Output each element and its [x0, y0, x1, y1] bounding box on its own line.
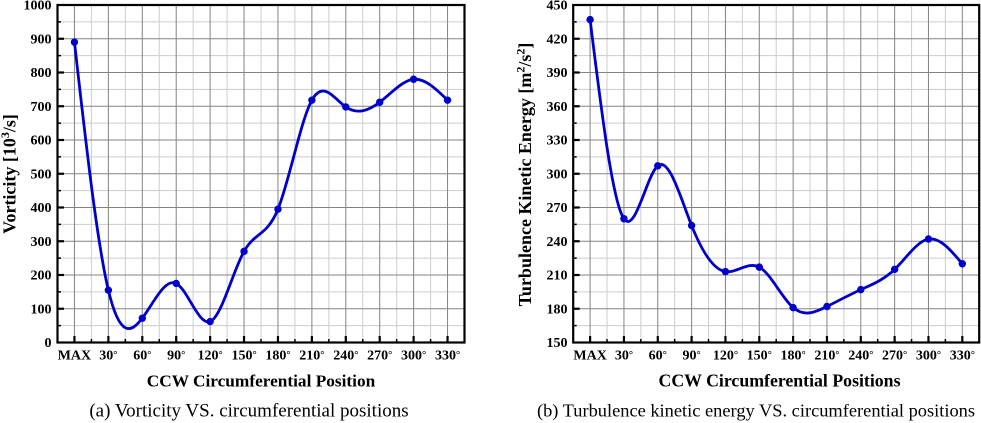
svg-text:240°: 240°	[848, 349, 873, 364]
svg-text:180°: 180°	[781, 349, 806, 364]
svg-text:390: 390	[547, 66, 568, 81]
svg-text:210: 210	[547, 269, 568, 284]
svg-text:330: 330	[547, 134, 568, 149]
svg-text:120°: 120°	[713, 349, 738, 364]
svg-text:MAX: MAX	[58, 349, 91, 364]
svg-text:270: 270	[547, 201, 568, 216]
svg-text:800: 800	[31, 66, 52, 81]
svg-text:330°: 330°	[950, 349, 975, 364]
svg-text:150°: 150°	[231, 349, 256, 364]
svg-text:360: 360	[547, 100, 568, 115]
svg-text:90°: 90°	[683, 349, 701, 364]
svg-text:180: 180	[547, 302, 568, 317]
svg-text:60°: 60°	[649, 349, 667, 364]
svg-text:MAX: MAX	[573, 349, 606, 364]
svg-text:240: 240	[547, 235, 568, 250]
svg-text:CCW Circumferential Position: CCW Circumferential Position	[147, 372, 376, 391]
svg-text:450: 450	[547, 0, 568, 14]
svg-text:420: 420	[547, 32, 568, 47]
svg-text:(b) Turbulence kinetic energy: (b) Turbulence kinetic energy VS. circum…	[537, 401, 975, 422]
svg-text:30°: 30°	[615, 349, 633, 364]
svg-text:300: 300	[31, 235, 52, 250]
svg-text:180°: 180°	[265, 349, 290, 364]
svg-text:120°: 120°	[198, 349, 223, 364]
svg-text:400: 400	[31, 201, 52, 216]
svg-text:300°: 300°	[916, 349, 941, 364]
svg-text:100: 100	[31, 302, 52, 317]
svg-text:150°: 150°	[747, 349, 772, 364]
svg-text:300: 300	[547, 167, 568, 182]
svg-text:CCW Circumferential Positions: CCW Circumferential Positions	[658, 371, 900, 391]
svg-text:(a) Vorticity VS. circumferent: (a) Vorticity VS. circumferential positi…	[89, 401, 408, 422]
svg-text:270°: 270°	[882, 349, 907, 364]
svg-text:30°: 30°	[99, 349, 117, 364]
svg-text:Vorticity [103/s]: Vorticity [103/s]	[0, 114, 19, 234]
svg-text:90°: 90°	[167, 349, 185, 364]
svg-text:150: 150	[547, 336, 568, 351]
svg-text:240°: 240°	[333, 349, 358, 364]
svg-text:700: 700	[31, 100, 52, 115]
svg-text:210°: 210°	[299, 349, 324, 364]
svg-text:60°: 60°	[133, 349, 151, 364]
svg-text:270°: 270°	[367, 349, 392, 364]
svg-text:330°: 330°	[435, 349, 460, 364]
svg-text:210°: 210°	[814, 349, 839, 364]
svg-text:900: 900	[31, 32, 52, 47]
svg-text:1000: 1000	[24, 0, 52, 14]
svg-text:600: 600	[31, 134, 52, 149]
svg-text:500: 500	[31, 167, 52, 182]
svg-text:0: 0	[45, 336, 52, 351]
svg-text:Turbulence Kinetic Energy [m2/: Turbulence Kinetic Energy [m2/s2]	[514, 43, 536, 307]
svg-text:300°: 300°	[401, 349, 426, 364]
svg-text:200: 200	[31, 269, 52, 284]
